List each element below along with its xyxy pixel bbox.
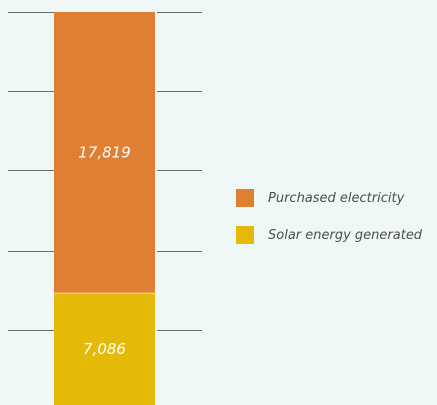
data-label-solar-energy-generated: 7,086 xyxy=(83,340,126,358)
bar-segment-solar-energy-generated xyxy=(54,293,155,405)
bar-segment-purchased-electricity xyxy=(54,12,155,294)
legend: Purchased electricity Solar energy gener… xyxy=(236,188,422,262)
legend-label-purchased-electricity: Purchased electricity xyxy=(268,190,405,206)
legend-item-purchased-electricity: Purchased electricity xyxy=(236,188,422,208)
legend-swatch-purchased-electricity xyxy=(236,189,254,207)
legend-item-solar-energy-generated: Solar energy generated xyxy=(236,225,422,245)
stacked-bar xyxy=(54,12,155,405)
legend-label-solar-energy-generated: Solar energy generated xyxy=(268,227,423,243)
data-label-purchased-electricity: 17,819 xyxy=(78,144,131,162)
legend-swatch-solar-energy-generated xyxy=(236,226,254,244)
data-labels: 7,086 17,819 xyxy=(78,144,131,359)
gridlines xyxy=(8,12,202,331)
